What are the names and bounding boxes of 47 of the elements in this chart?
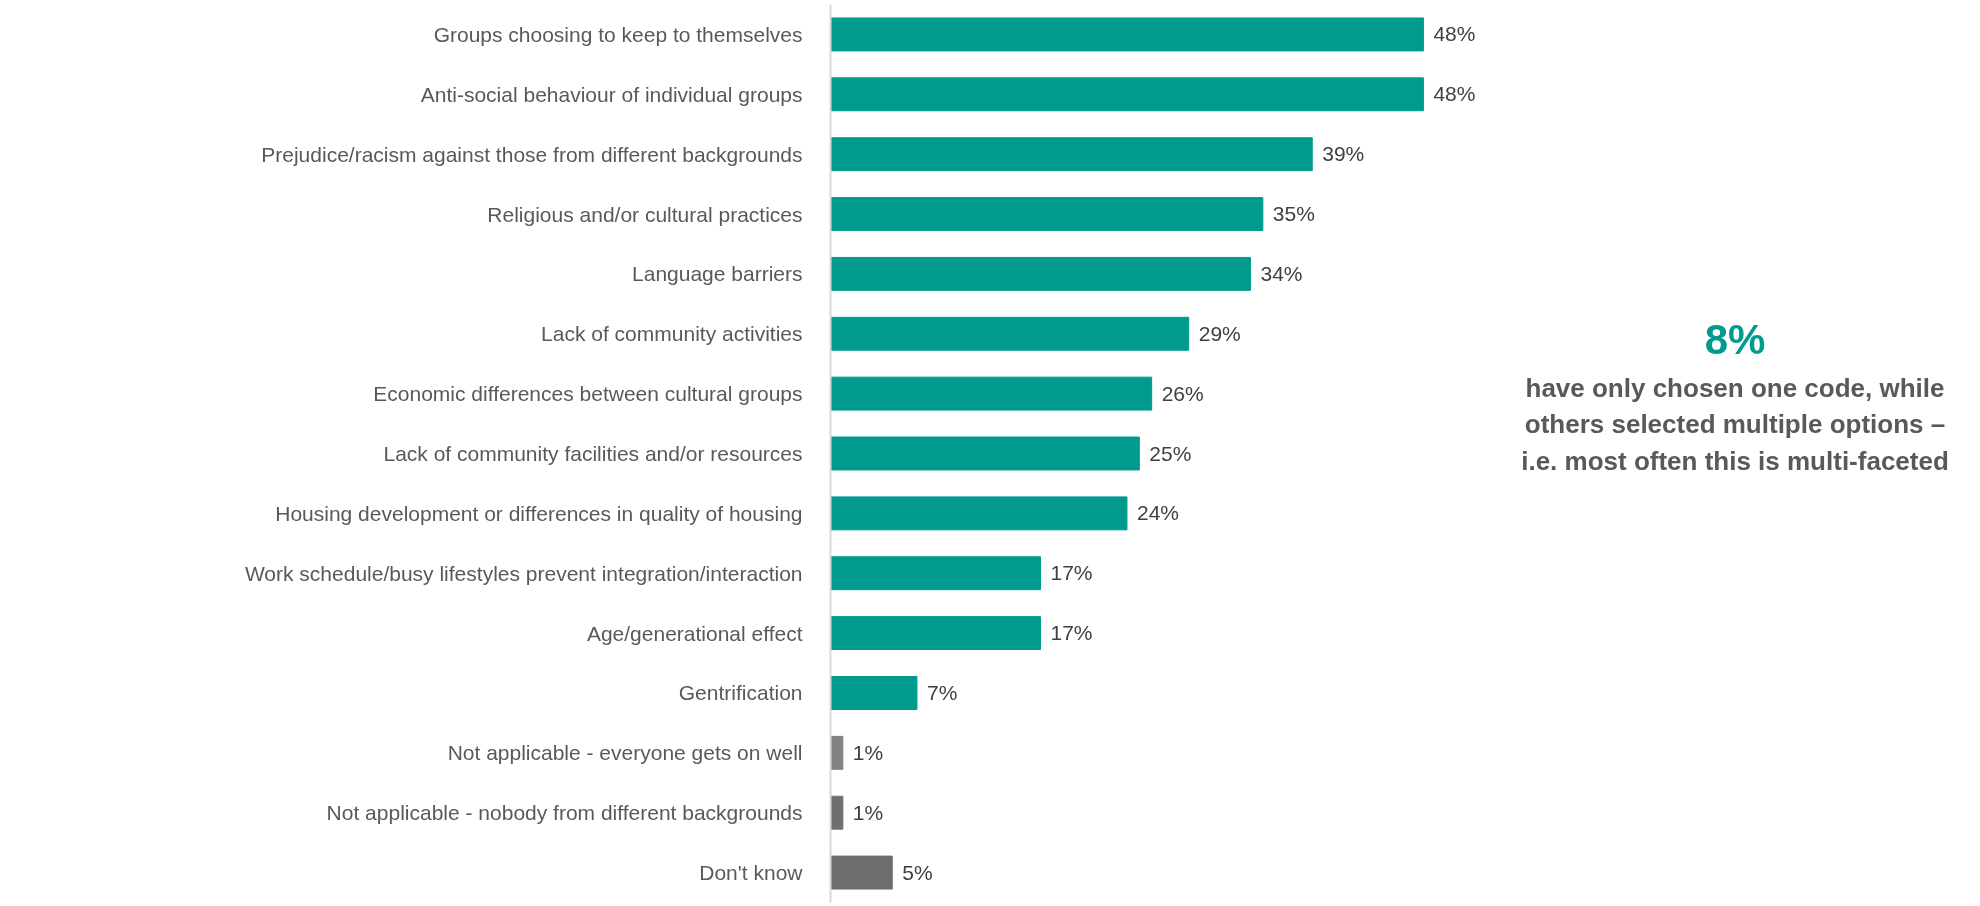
data-label: 17%: [1050, 561, 1093, 585]
y-tick-label: Not applicable - everyone gets on well: [447, 741, 803, 765]
bar: [830, 77, 1424, 112]
data-label: 48%: [1433, 22, 1476, 46]
bar: [830, 137, 1313, 172]
bar: [830, 676, 918, 710]
data-label: 7%: [926, 680, 958, 704]
y-tick-label: Housing development or differences in quality of housing: [275, 501, 803, 525]
y-tick-label: Lack of community facilities and/or resources: [383, 442, 803, 465]
y-tick-label: Economic differences between cultural groups: [373, 382, 803, 406]
bar: [830, 256, 1251, 291]
data-label: 17%: [1050, 621, 1093, 645]
text: 8%: [1703, 315, 1767, 365]
y-tick-label: Groups choosing to keep to themselves: [433, 22, 803, 46]
bar: [830, 496, 1128, 531]
data-label: 26%: [1161, 381, 1204, 405]
bar: [830, 376, 1153, 411]
bar: [830, 795, 844, 830]
data-label: 25%: [1149, 441, 1192, 465]
y-tick-label: Work schedule/busy lifestyles prevent integration/interaction: [244, 561, 803, 585]
y-tick-label: Religious and/or cultural practices: [487, 202, 803, 226]
bar: [830, 17, 1424, 52]
bar: [830, 616, 1041, 651]
y-tick-label: Not applicable - nobody from different backgrounds: [326, 801, 803, 825]
bar: [830, 316, 1190, 351]
bar: [830, 855, 893, 890]
bar: [830, 197, 1264, 231]
bar: [830, 556, 1041, 591]
data-label: 29%: [1198, 321, 1241, 345]
data-label: 5%: [902, 860, 933, 884]
data-label: 35%: [1272, 202, 1315, 226]
y-tick-label: Gentrification: [678, 681, 803, 705]
y-tick-label: Lack of community activities: [541, 322, 803, 346]
y-tick-label: Anti-social behaviour of individual groups: [420, 82, 803, 106]
data-label: 1%: [852, 800, 884, 824]
data-label: 24%: [1136, 501, 1179, 525]
data-label: 34%: [1260, 261, 1303, 285]
y-tick-label: Age/generational effect: [586, 621, 803, 645]
y-tick-label: Language barriers: [632, 262, 803, 286]
y-tick-label: Prejudice/racism against those from different backgrounds: [261, 142, 803, 166]
bar: [830, 436, 1140, 471]
data-label: 39%: [1322, 142, 1365, 166]
data-label: 1%: [852, 740, 884, 764]
text: have only chosen one code, while others selected multiple options – i.e. most often this is multi-faceted: [1520, 372, 1950, 478]
y-tick-label: Don't know: [699, 861, 804, 885]
bar: [830, 735, 844, 770]
data-label: 48%: [1433, 82, 1476, 106]
